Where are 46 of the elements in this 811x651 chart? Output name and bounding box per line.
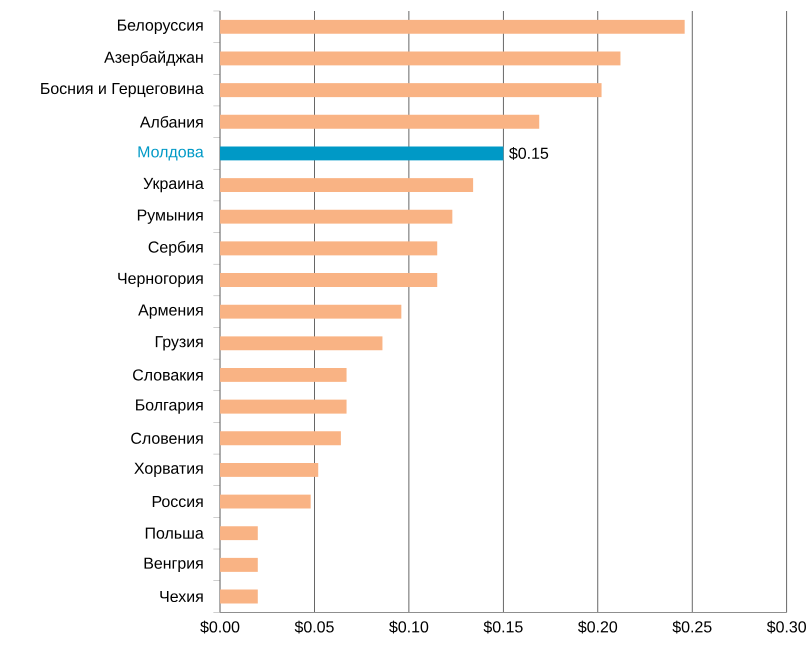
bar [220, 83, 602, 98]
y-tick-label: Чехия [160, 590, 203, 602]
bar [220, 273, 438, 287]
bar [220, 52, 620, 66]
y-tick-label: Молдова [138, 146, 204, 160]
y-tick-label: Белоруссия [118, 20, 203, 34]
x-tick-label: $0.30 [766, 620, 806, 634]
x-tick-label: $0.00 [200, 620, 240, 634]
y-tick-label: Румыния [138, 210, 203, 224]
bar [220, 400, 347, 414]
bar [220, 526, 258, 540]
bar [220, 462, 318, 477]
y-tick-label: Болгария [136, 399, 203, 414]
x-tick-label: $0.15 [484, 620, 523, 634]
y-tick-label: Сербия [148, 240, 203, 256]
y-tick-label: Словения [131, 432, 203, 444]
bar [220, 210, 452, 224]
bar [220, 558, 258, 572]
y-tick-label: Армения [138, 304, 203, 319]
y-tick-label: Словакия [133, 369, 203, 381]
y-tick-label: Албания [140, 116, 203, 128]
bar [220, 304, 402, 319]
bar [220, 368, 347, 382]
y-tick-label: Азербайджан [104, 50, 203, 66]
bar [220, 241, 438, 256]
bar [220, 114, 540, 129]
bar [220, 590, 258, 604]
data-label: $0.15 [509, 146, 548, 160]
bar [220, 494, 311, 509]
y-tick-label: Грузия [156, 336, 203, 350]
bar [220, 178, 474, 192]
bar [220, 20, 685, 34]
y-tick-label: Польша [146, 528, 204, 539]
x-tick-label: $0.05 [294, 620, 334, 634]
y-tick-label: Венгрия [144, 558, 203, 572]
y-tick-label: Россия [152, 496, 203, 508]
y-tick-label: Черногория [118, 272, 203, 288]
bar [220, 336, 382, 350]
x-tick-label: $0.20 [578, 620, 618, 634]
y-tick-label: Украина [144, 178, 204, 192]
x-tick-label: $0.25 [672, 620, 712, 634]
x-tick-label: $0.10 [389, 620, 428, 634]
bar [220, 146, 504, 160]
y-tick-label: Босния и Герцеговина [41, 82, 204, 98]
y-tick-label: Хорватия [134, 462, 203, 478]
bar [220, 431, 341, 446]
